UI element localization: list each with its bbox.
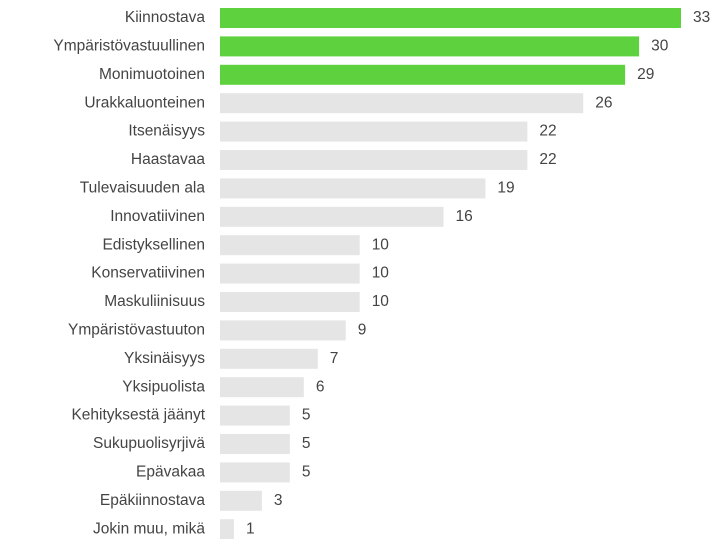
value-label: 33 — [693, 9, 710, 26]
bar — [220, 434, 290, 454]
value-label: 26 — [595, 94, 612, 111]
bar — [220, 206, 444, 227]
category-label: Sukupuolisyrjivä — [93, 435, 205, 452]
category-label: Epäkiinnostava — [100, 492, 206, 509]
bar — [220, 178, 486, 199]
value-label: 30 — [651, 37, 669, 54]
value-label: 10 — [372, 265, 390, 282]
value-label: 3 — [274, 492, 283, 509]
category-label: Kehityksestä jäänyt — [71, 407, 205, 424]
category-label: Urakkaluonteinen — [84, 94, 205, 111]
bar — [220, 64, 626, 85]
category-label: Haastavaa — [131, 151, 205, 168]
bar — [220, 348, 318, 369]
bar — [220, 405, 290, 426]
value-label: 1 — [246, 520, 255, 537]
bar — [220, 320, 346, 341]
category-label: Yksipuolista — [122, 378, 205, 395]
category-label: Kiinnostava — [125, 9, 206, 26]
category-label: Konservatiivinen — [91, 265, 205, 282]
value-label: 22 — [539, 123, 556, 140]
bar — [220, 36, 640, 57]
value-label: 10 — [372, 236, 390, 253]
category-label: Edistyksellinen — [102, 236, 205, 253]
category-label: Epävakaa — [136, 463, 205, 480]
bar — [220, 121, 528, 142]
value-label: 5 — [302, 463, 311, 480]
bar — [220, 150, 528, 170]
category-label: Itsenäisyys — [128, 123, 205, 140]
value-label: 5 — [302, 435, 311, 452]
value-label: 7 — [330, 350, 339, 367]
bar — [220, 490, 262, 511]
category-label: Yksinäisyys — [124, 350, 205, 367]
value-label: 22 — [539, 151, 556, 168]
value-label: 29 — [637, 66, 654, 83]
value-label: 9 — [358, 321, 367, 338]
category-label: Tulevaisuuden ala — [80, 179, 206, 196]
category-label: Maskuliinisuus — [104, 293, 205, 310]
category-label: Monimuotoinen — [99, 66, 205, 83]
value-label: 19 — [497, 179, 514, 196]
value-label: 5 — [302, 407, 311, 424]
bar — [220, 292, 360, 312]
bar — [220, 263, 360, 284]
bar — [220, 93, 584, 114]
bar — [220, 462, 290, 483]
category-label: Ympäristövastuuton — [68, 321, 205, 338]
category-label: Innovatiivinen — [110, 208, 205, 225]
value-label: 10 — [372, 293, 390, 310]
bar — [220, 8, 681, 28]
bar — [220, 235, 360, 256]
bar — [220, 519, 234, 539]
bar — [220, 377, 304, 398]
category-label: Jokin muu, mikä — [93, 520, 205, 537]
value-label: 6 — [316, 378, 325, 395]
category-label: Ympäristövastuullinen — [53, 37, 205, 54]
value-label: 16 — [456, 208, 473, 225]
